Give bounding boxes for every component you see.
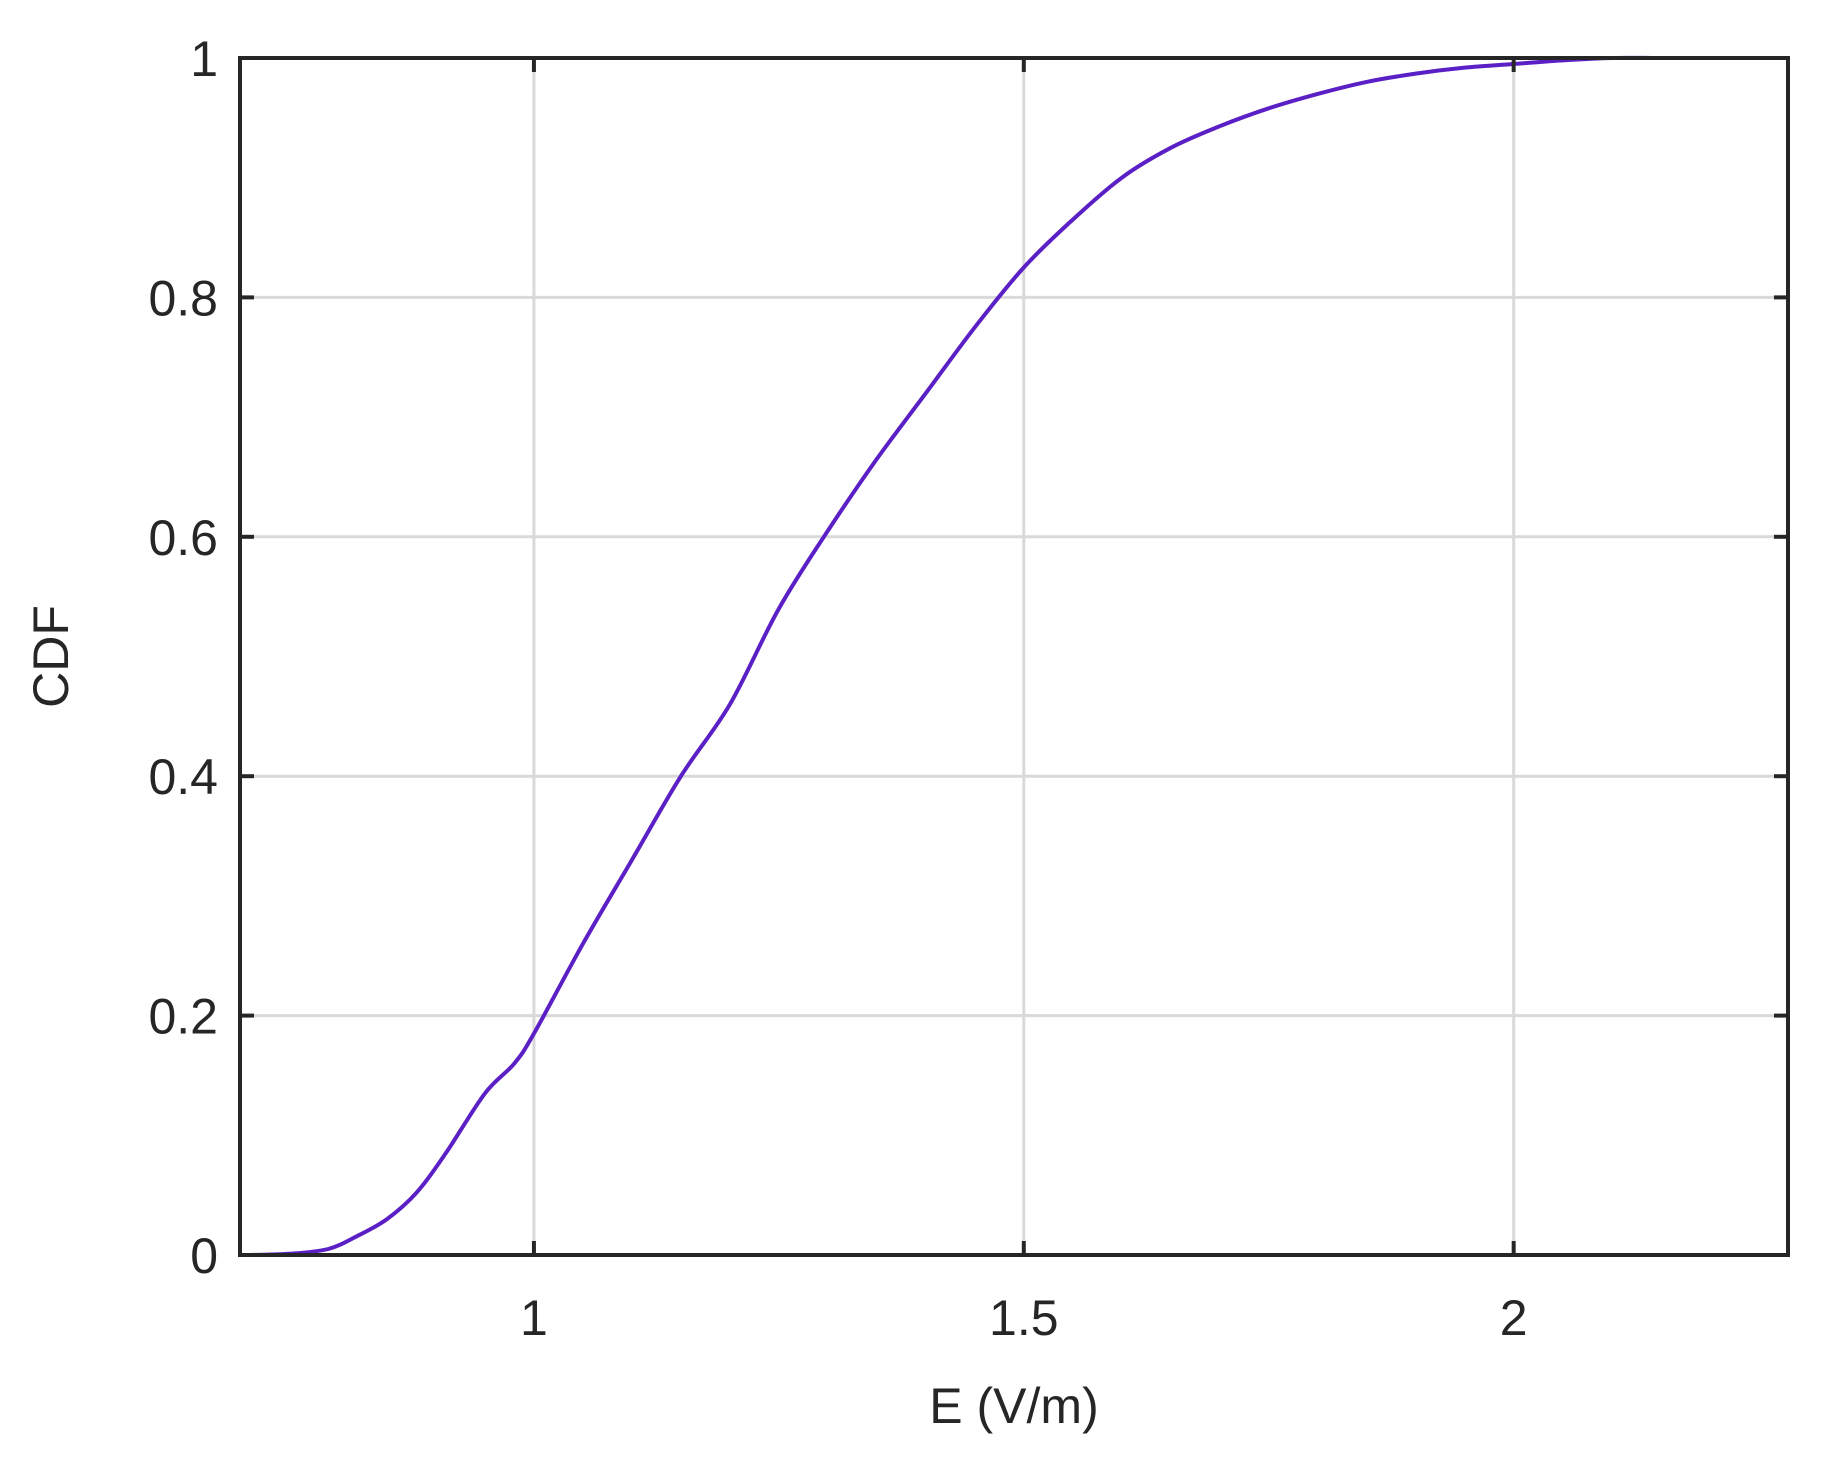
y-tick-label-5: 1 xyxy=(190,31,218,87)
y-tick-label-0: 0 xyxy=(190,1228,218,1284)
axis-ticks xyxy=(240,56,1788,1257)
y-tick-label-4: 0.8 xyxy=(148,270,218,326)
series-layer xyxy=(247,55,1790,1257)
y-tick-labels: 0 0.2 0.4 0.6 0.8 1 xyxy=(148,31,218,1284)
x-tick-label-1: 1.5 xyxy=(989,1290,1059,1346)
x-tick-labels: 1 1.5 2 xyxy=(520,1290,1528,1346)
y-tick-label-1: 0.2 xyxy=(148,989,218,1045)
grid-lines xyxy=(240,56,1788,1257)
y-tick-label-2: 0.4 xyxy=(148,749,218,805)
cdf-series-line-0 xyxy=(247,55,1790,1257)
x-tick-label-2: 2 xyxy=(1500,1290,1528,1346)
plot-frame xyxy=(238,56,1790,1257)
x-axis-label: E (V/m) xyxy=(929,1378,1098,1434)
x-tick-label-0: 1 xyxy=(520,1290,548,1346)
y-tick-label-3: 0.6 xyxy=(148,510,218,566)
y-axis-label: CDF xyxy=(23,605,79,708)
